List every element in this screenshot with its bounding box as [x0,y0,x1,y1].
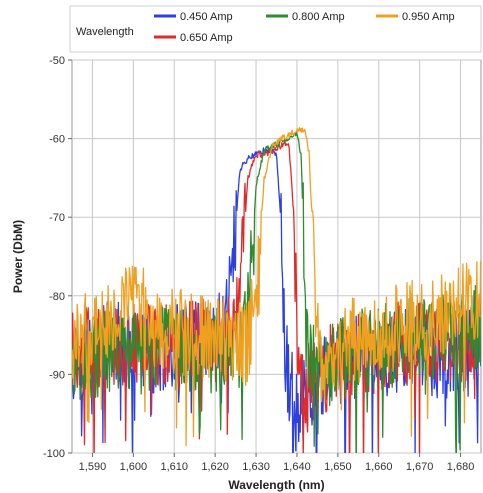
x-tick-label: 1,600 [120,461,148,473]
x-tick-label: 1,630 [242,461,270,473]
legend-item-label[interactable]: 0.450 Amp [180,11,233,23]
x-tick-label: 1,670 [406,461,434,473]
x-tick-label: 1,640 [283,461,311,473]
y-axis-title: Power (DbM) [11,220,25,293]
x-tick-label: 1,680 [447,461,475,473]
legend[interactable]: Wavelength 0.450 Amp 0.650 Amp 0.800 Amp 0.9… [69,5,482,53]
x-tick-label: 1,650 [324,461,352,473]
series-line [72,131,481,453]
x-tick-label: 1,610 [160,461,188,473]
series-lines [72,127,481,453]
y-tick-label: -50 [49,55,65,67]
legend-title: Wavelength [76,26,134,38]
legend-box [69,5,482,53]
y-tick-label: -60 [49,134,65,146]
y-tick-label: -90 [49,369,65,381]
x-tick-label: 1,620 [201,461,229,473]
x-axis-title: Wavelength (nm) [228,478,324,492]
y-tick-label: -70 [49,212,65,224]
y-tick-label: -80 [49,291,65,303]
series-line [72,127,481,447]
axes: 1,590 1,600 1,610 1,620 1,630 1,640 1,650 1,660… [43,55,474,473]
x-tick-label: 1,590 [79,461,107,473]
plot-area [71,59,482,454]
legend-item-label[interactable]: 0.800 Amp [292,11,345,23]
x-tick-label: 1,660 [365,461,393,473]
legend-item-label[interactable]: 0.650 Amp [180,32,233,44]
legend-item-label[interactable]: 0.950 Amp [402,11,455,23]
y-tick-label: -100 [43,448,65,460]
